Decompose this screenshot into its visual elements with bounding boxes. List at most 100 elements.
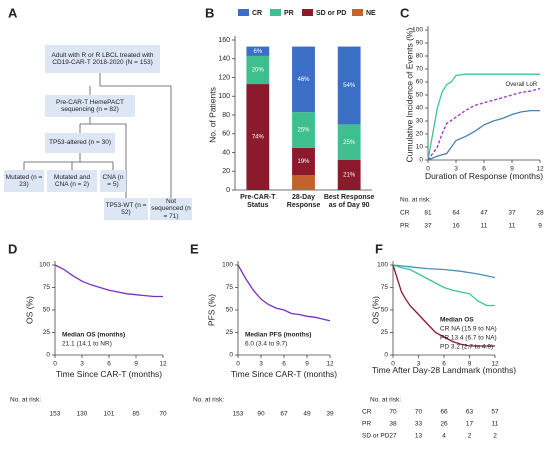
x-tick-label: 6: [482, 166, 486, 173]
risk-value: 153: [233, 411, 244, 418]
risk-value: 33: [415, 421, 423, 428]
y-tick-label: 50: [381, 307, 389, 314]
annotation-title: Median OS: [440, 317, 474, 324]
y-tick-label: 70: [416, 66, 424, 73]
flow-node: Not sequenced (n = 71): [150, 198, 192, 220]
flow-node-box: TP53-WT (n = 52): [104, 198, 148, 220]
risk-value: 85: [132, 411, 140, 418]
x-tick-label: 3: [80, 361, 84, 368]
flow-node-box: TP53-altered (n = 30): [45, 133, 115, 153]
risk-value: 9: [538, 223, 542, 230]
value-label: 21%: [343, 173, 356, 179]
annotation-line: 21.1 (14.1 to NR): [62, 341, 112, 348]
flow-connectors: [23, 73, 172, 198]
x-tick-label: 3: [454, 166, 458, 173]
y-tick-label: 40: [222, 149, 230, 156]
panel-letter: E: [190, 241, 199, 256]
y-tick-label: 100: [218, 93, 230, 100]
y-tick-label: 120: [218, 74, 230, 81]
flow-node: Mutated (n = 23): [4, 170, 44, 192]
y-axis-title: OS (%): [370, 296, 380, 324]
bar-segment: [337, 46, 361, 125]
risk-value: 2: [493, 433, 497, 440]
x-axis-title-box: Time Since CAR-T (months): [231, 370, 337, 379]
connector: [89, 73, 172, 198]
x-tick-label: 9: [305, 361, 309, 368]
y-tick-label: 0: [419, 157, 423, 164]
flow-node-box: Mutated and CNA (n = 2): [47, 170, 97, 192]
y-tick-label: 100: [377, 262, 388, 269]
bar-segment: [292, 112, 315, 148]
y-tick-label: 80: [416, 53, 424, 60]
y-tick-label: 75: [381, 284, 389, 291]
y-axis-title: OS (%): [24, 296, 34, 324]
flow-node-box: CNA (n = 5): [100, 170, 126, 192]
value-label: 25%: [343, 140, 356, 146]
x-tick-label: 3: [259, 361, 263, 368]
risk-title: No. at risk:: [370, 397, 401, 404]
x-axis-title-box: Duration of Response (months): [424, 172, 544, 181]
x-tick-label: 6: [442, 361, 446, 368]
y-tick-label: 100: [412, 27, 423, 34]
y-tick-label: 0: [384, 352, 388, 359]
x-tick-label-box: Best Response as of Day 90: [323, 194, 375, 209]
value-label: 20%: [252, 68, 265, 74]
risk-row-label: PR: [400, 223, 409, 230]
risk-row-label: CR: [400, 210, 410, 217]
y-tick-label: 20: [222, 168, 230, 175]
x-tick-label: Pre-CAR-T Status: [240, 194, 276, 209]
y-tick-label: 0: [229, 352, 233, 359]
x-tick-label: 6: [107, 361, 111, 368]
x-tick-label-box: 28-Day Response: [287, 194, 320, 209]
x-tick-label: 12: [326, 361, 334, 368]
y-tick-label: 140: [218, 56, 230, 63]
x-tick-label: 0: [391, 361, 395, 368]
bar-segment: [337, 160, 361, 190]
panel-letter: F: [375, 241, 383, 256]
risk-value: 38: [389, 421, 397, 428]
y-tick-label: 30: [416, 118, 424, 125]
x-tick-label: 3: [417, 361, 421, 368]
x-tick-label: 9: [510, 166, 514, 173]
risk-value: 17: [466, 421, 474, 428]
panel-letter: A: [8, 5, 18, 20]
y-tick-label: 60: [222, 131, 230, 138]
y-tick-label: 80: [222, 112, 230, 119]
risk-row-label: PR: [362, 421, 371, 428]
x-axis-title-box: Time Since CAR-T (months): [55, 370, 163, 379]
risk-value: 101: [104, 411, 115, 418]
x-tick-label: Best Response as of Day 90: [323, 194, 375, 209]
flow-node: Adult with R or R LBCL treated with CD19…: [45, 45, 160, 73]
risk-value: 37: [508, 210, 516, 217]
risk-value: 16: [452, 223, 460, 230]
y-tick-label: 25: [43, 329, 51, 336]
risk-value: 37: [424, 223, 432, 230]
flow-node-box: Mutated (n = 23): [4, 170, 44, 192]
series-line: [427, 73, 540, 161]
panel-letter: B: [205, 5, 214, 20]
x-tick-label: 12: [159, 361, 167, 368]
legend-swatch: [302, 9, 313, 16]
value-label: 6%: [253, 49, 262, 55]
risk-value: 26: [440, 421, 448, 428]
risk-value: 81: [424, 210, 432, 217]
y-tick-label: 10: [416, 144, 424, 151]
x-axis-title: Time After Day-28 Landmark (months): [371, 366, 517, 375]
risk-row-label: SD or PD: [362, 433, 390, 440]
x-tick-label: 0: [236, 361, 240, 368]
y-tick-label: 25: [226, 329, 234, 336]
flow-node: TP53-altered (n = 30): [45, 133, 115, 153]
bar-segment: [292, 175, 315, 190]
x-tick-label: 9: [468, 361, 472, 368]
bar-segment: [246, 84, 270, 190]
series-label: Overall LoR: [505, 82, 537, 88]
legend-swatch: [270, 9, 281, 16]
y-tick-label: 100: [222, 262, 233, 269]
y-tick-label: 60: [416, 79, 424, 86]
flow-node: CNA (n = 5): [100, 170, 126, 192]
y-tick-label: 160: [218, 37, 230, 44]
x-axis-title: Time Since CAR-T (months): [55, 370, 163, 379]
x-axis-title: Duration of Response (months): [424, 172, 544, 181]
risk-value: 64: [452, 210, 460, 217]
x-tick-label: 0: [53, 361, 57, 368]
